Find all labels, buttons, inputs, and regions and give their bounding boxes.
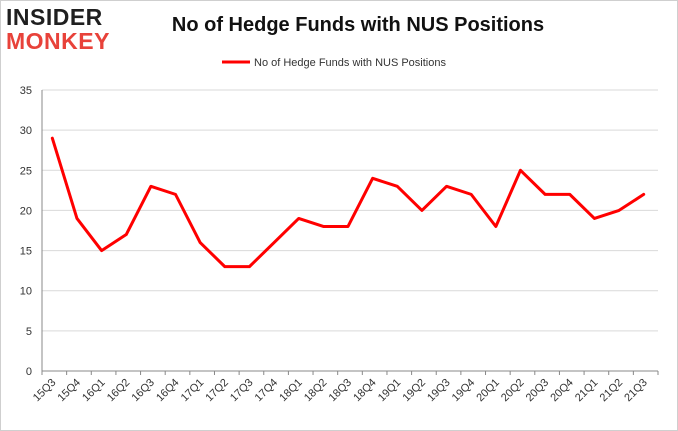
gridlines	[42, 89, 658, 332]
logo-line-2: MONKEY	[6, 28, 110, 54]
x-tick-label: 18Q3	[327, 377, 355, 405]
x-tick-label: 20Q2	[499, 377, 527, 405]
legend: No of Hedge Funds with NUS Positions	[222, 57, 446, 69]
x-tick-label: 21Q3	[622, 377, 650, 405]
y-tick-label: 30	[20, 125, 32, 137]
y-tick-label: 35	[20, 85, 32, 97]
chart-title: No of Hedge Funds with NUS Positions	[171, 14, 545, 36]
axes	[41, 90, 659, 375]
x-tick-label: 21Q1	[573, 377, 601, 405]
x-tick-labels: 15Q315Q416Q116Q216Q316Q417Q117Q217Q317Q4…	[31, 377, 650, 405]
x-tick-label: 15Q3	[31, 377, 59, 405]
x-tick-label: 17Q2	[203, 377, 231, 405]
x-tick-label: 18Q4	[351, 377, 379, 405]
logo-line-1: INSIDER	[6, 4, 103, 30]
x-tick-label: 15Q4	[56, 377, 84, 405]
x-tick-label: 20Q4	[548, 377, 576, 405]
x-tick-label: 17Q3	[228, 377, 256, 405]
y-tick-label: 25	[20, 165, 32, 177]
x-tick-label: 20Q3	[524, 377, 552, 405]
x-tick-label: 17Q4	[253, 377, 281, 405]
x-tick-label: 19Q2	[401, 377, 429, 405]
series-layer	[50, 136, 646, 269]
x-tick-label: 16Q1	[80, 377, 108, 405]
x-tick-label: 16Q3	[129, 377, 157, 405]
x-tick-label: 18Q1	[277, 377, 305, 405]
series-line	[50, 136, 646, 269]
x-tick-label: 21Q2	[598, 377, 626, 405]
x-tick-label: 18Q2	[302, 377, 330, 405]
x-tick-label: 16Q2	[105, 377, 133, 405]
x-tick-label: 19Q3	[425, 377, 453, 405]
x-tick-label: 17Q1	[179, 377, 207, 405]
y-tick-label: 0	[26, 366, 32, 378]
y-tick-label: 10	[20, 286, 32, 298]
x-tick-label: 16Q4	[154, 377, 182, 405]
y-tick-label: 5	[26, 326, 32, 338]
insider-monkey-logo: INSIDER MONKEY	[6, 4, 128, 54]
x-tick-label: 19Q1	[376, 377, 404, 405]
y-tick-label: 15	[20, 246, 32, 258]
y-tick-labels: 0 5 10 15 20 25 30 35	[20, 85, 32, 378]
legend-label: No of Hedge Funds with NUS Positions	[254, 57, 446, 69]
x-tick-label: 19Q4	[450, 377, 478, 405]
x-tick-label: 20Q1	[474, 377, 502, 405]
y-tick-label: 20	[20, 205, 32, 217]
